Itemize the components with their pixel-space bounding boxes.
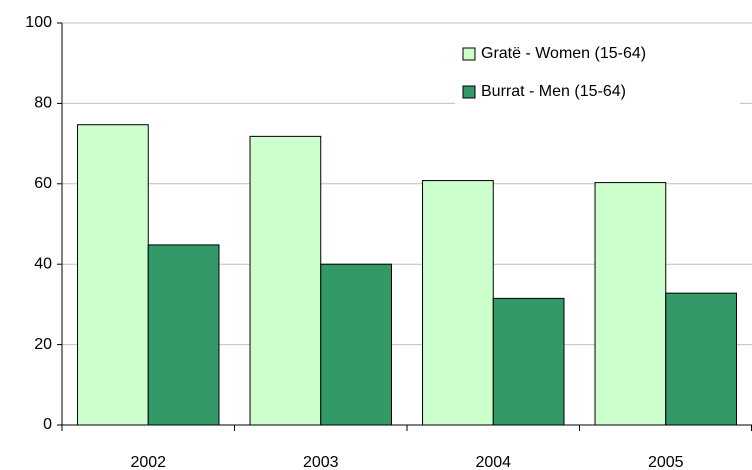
bar <box>492 297 565 426</box>
y-tick-label: 40 <box>34 255 52 272</box>
x-tick-label: 2005 <box>648 454 684 470</box>
bar <box>594 182 667 426</box>
bar <box>320 263 392 426</box>
x-tick-label: 2002 <box>130 454 166 470</box>
legend-label: Burrat - Men (15-64) <box>481 83 626 100</box>
bar <box>665 292 737 426</box>
y-tick-label: 0 <box>43 416 52 433</box>
x-tick-label: 2004 <box>475 454 511 470</box>
bar <box>77 124 149 426</box>
y-tick-label: 20 <box>34 336 52 353</box>
bar <box>147 244 220 426</box>
y-tick-label: 80 <box>34 95 52 112</box>
y-tick-label: 100 <box>25 14 52 31</box>
legend-box <box>455 32 740 114</box>
legend-swatch <box>462 85 476 99</box>
bar <box>422 180 494 426</box>
x-tick-label: 2003 <box>303 454 339 470</box>
legend-swatch <box>462 47 476 61</box>
y-tick-label: 60 <box>34 175 52 192</box>
bar <box>249 135 322 426</box>
legend-label: Gratë - Women (15-64) <box>481 45 646 62</box>
